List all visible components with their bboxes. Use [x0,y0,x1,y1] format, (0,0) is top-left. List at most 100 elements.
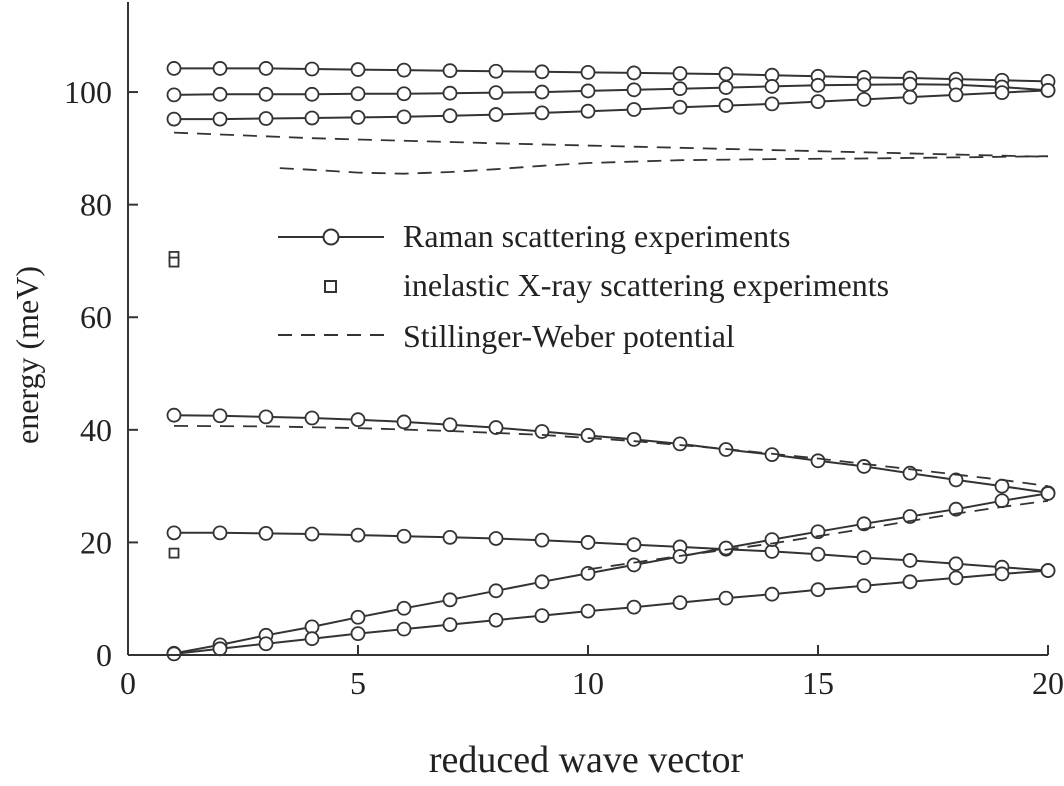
sw-dashed-series-7 [173,131,1049,158]
raman-point [488,107,504,122]
raman-point [580,428,596,443]
raman-point [350,86,366,102]
raman-point [166,61,182,76]
raman-point [1040,82,1056,98]
raman-point [396,621,412,637]
raman-point [626,557,642,573]
raman-point [810,582,826,598]
raman-point [212,111,228,127]
raman-point [534,64,550,80]
raman-point [810,77,826,93]
raman-point [718,66,734,82]
raman-point [902,574,918,590]
raman-point [534,574,550,590]
raman-series-line-3 [173,414,1049,494]
raman-point [350,609,366,625]
raman-point [258,86,274,102]
raman-point [856,516,872,532]
raman-point [258,636,274,652]
raman-point [534,532,550,548]
x-axis-label: reduced wave vector [429,739,744,781]
raman-point [994,85,1010,101]
raman-point [718,80,734,95]
raman-point [810,453,826,469]
raman-point [304,110,320,126]
raman-point [580,103,596,119]
raman-point [350,626,366,642]
y-axis-label: energy (meV) [9,266,45,444]
raman-point [948,570,964,586]
raman-point [994,566,1010,582]
raman-point [488,85,504,101]
raman-point [580,64,596,80]
xray-point [168,547,180,559]
raman-point [626,537,642,553]
x-tick-label: 20 [1032,665,1064,701]
raman-point [626,65,642,81]
raman-series-line-4 [174,531,1049,572]
raman-point [580,83,596,99]
raman-point [396,86,412,102]
raman-point [626,431,642,447]
raman-point [672,595,688,611]
y-tick-label: 20 [80,524,112,560]
raman-point [488,531,504,546]
raman-point [304,410,320,426]
sw-dashed-series-9 [173,425,1049,487]
y-tick-label: 40 [80,412,112,448]
raman-point [304,526,320,542]
x-tick-label: 15 [802,665,834,701]
raman-point [534,105,550,121]
raman-point [718,590,734,606]
raman-point [166,111,182,127]
raman-point [442,85,458,101]
raman-point [626,82,642,98]
legend-xray-label: inelastic X-ray scattering experiments [403,267,889,303]
x-tick-label: 10 [572,665,604,701]
raman-point [212,408,228,424]
raman-point [580,535,596,550]
raman-point [396,109,412,125]
raman-point [1040,563,1056,578]
raman-point [672,81,688,97]
raman-point [258,526,274,541]
sw-dashed-series-10 [587,499,1049,571]
raman-point [948,556,964,572]
x-tick-label: 5 [350,665,366,701]
raman-point [856,550,872,566]
raman-point [534,84,550,100]
raman-series-line-5 [173,492,1049,655]
raman-point [258,111,274,126]
raman-point [166,525,182,541]
legend-raman-label: Raman scattering experiments [403,218,790,254]
raman-point [442,617,458,633]
raman-point [856,91,872,107]
raman-point [212,86,228,102]
y-tick-label: 80 [80,187,112,223]
raman-point [166,87,182,103]
raman-point [442,417,458,433]
raman-point [488,420,504,435]
raman-point [396,62,412,78]
raman-point [258,61,274,76]
raman-series-line-0 [174,67,1049,83]
raman-point [672,99,688,115]
raman-point [350,62,366,77]
raman-point [442,108,458,124]
raman-point [212,641,228,657]
raman-point [304,61,320,77]
raman-point [442,529,458,545]
raman-point [442,592,458,608]
raman-point [212,61,228,76]
legend-raman-circle-icon [322,228,340,246]
raman-point [764,79,780,94]
sw-dashed-series-8 [279,155,1049,175]
raman-point [856,578,872,594]
raman-point [488,583,504,599]
raman-point [488,63,504,79]
y-tick-label: 0 [96,637,112,673]
raman-point [350,412,366,428]
raman-point [396,600,412,616]
raman-point [166,407,182,423]
raman-point [488,612,504,628]
